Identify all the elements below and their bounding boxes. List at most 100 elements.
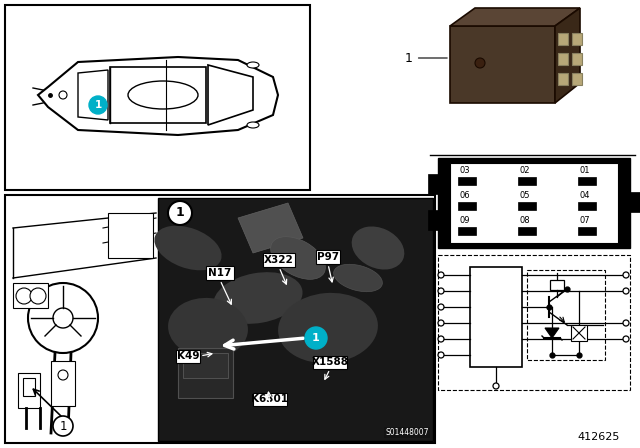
Text: 06: 06 (459, 191, 470, 200)
Text: 1: 1 (60, 419, 67, 432)
Bar (630, 192, 640, 212)
Polygon shape (450, 26, 555, 103)
Bar (518, 227, 536, 235)
Circle shape (623, 336, 629, 342)
Bar (572, 33, 582, 45)
Text: P97: P97 (317, 252, 339, 262)
Circle shape (493, 383, 499, 389)
Bar (550, 280, 564, 290)
Bar (428, 174, 438, 194)
Bar (518, 177, 536, 185)
Bar (578, 227, 596, 235)
Bar (450, 163, 618, 243)
Ellipse shape (247, 62, 259, 68)
Circle shape (28, 283, 98, 353)
Bar (263, 253, 295, 267)
Bar (438, 158, 630, 248)
Circle shape (475, 58, 485, 68)
Circle shape (58, 370, 68, 380)
Text: 02: 02 (519, 166, 529, 175)
Text: 01: 01 (579, 166, 589, 175)
Bar (313, 356, 347, 369)
Circle shape (30, 288, 46, 304)
Text: 05: 05 (519, 191, 529, 200)
Bar (438, 255, 630, 390)
Ellipse shape (128, 81, 198, 109)
Bar (5, 5, 310, 190)
Circle shape (438, 288, 444, 294)
Bar (253, 393, 287, 406)
Bar (558, 73, 568, 85)
Polygon shape (208, 65, 253, 125)
Bar (458, 202, 476, 210)
Polygon shape (238, 203, 303, 253)
Circle shape (59, 91, 67, 99)
Circle shape (438, 304, 444, 310)
Bar (206, 266, 234, 280)
Circle shape (89, 96, 107, 114)
Ellipse shape (333, 264, 382, 292)
Text: 1: 1 (175, 207, 184, 220)
Bar (316, 250, 340, 264)
Text: 03: 03 (459, 166, 470, 175)
Bar (558, 53, 568, 65)
Polygon shape (545, 328, 559, 338)
Bar (428, 210, 438, 230)
Circle shape (168, 201, 192, 225)
Ellipse shape (168, 298, 248, 358)
Circle shape (438, 320, 444, 326)
Text: S01448007: S01448007 (385, 428, 429, 437)
Text: 1: 1 (312, 333, 320, 343)
Circle shape (53, 308, 73, 328)
Bar (527, 270, 605, 360)
Bar (5, 195, 435, 443)
Ellipse shape (271, 237, 325, 279)
Bar (178, 348, 233, 398)
Text: 1: 1 (94, 100, 102, 110)
Ellipse shape (214, 272, 303, 324)
Circle shape (53, 416, 73, 436)
Bar (518, 202, 536, 210)
Bar (51, 361, 75, 406)
Bar (470, 267, 522, 367)
Circle shape (438, 272, 444, 278)
Text: 08: 08 (519, 216, 530, 225)
Text: N17: N17 (208, 268, 232, 278)
Bar (578, 177, 596, 185)
Circle shape (623, 288, 629, 294)
Circle shape (305, 327, 327, 349)
Bar (578, 202, 596, 210)
Text: X1588: X1588 (312, 357, 349, 367)
Polygon shape (450, 8, 580, 26)
Ellipse shape (352, 227, 404, 270)
Bar (183, 353, 228, 378)
Bar (572, 53, 582, 65)
Bar (458, 227, 476, 235)
Bar (558, 33, 568, 45)
Text: 1: 1 (405, 52, 447, 65)
Bar (23, 378, 35, 396)
Text: K6301: K6301 (252, 394, 289, 404)
Polygon shape (78, 70, 108, 120)
Text: 04: 04 (579, 191, 589, 200)
Text: X322: X322 (264, 255, 294, 265)
Text: K49: K49 (177, 351, 199, 361)
Bar (571, 325, 587, 341)
Bar (572, 73, 582, 85)
Polygon shape (555, 8, 580, 103)
Circle shape (16, 288, 32, 304)
Polygon shape (110, 67, 206, 123)
Ellipse shape (247, 122, 259, 128)
Text: 09: 09 (459, 216, 470, 225)
Text: 412625: 412625 (578, 432, 620, 442)
Bar (18, 373, 40, 408)
Circle shape (623, 320, 629, 326)
Bar (176, 350, 200, 363)
Ellipse shape (278, 293, 378, 363)
Text: 07: 07 (579, 216, 589, 225)
Bar (458, 177, 476, 185)
Polygon shape (38, 57, 278, 135)
Circle shape (623, 272, 629, 278)
Bar (108, 213, 153, 258)
Circle shape (438, 336, 444, 342)
